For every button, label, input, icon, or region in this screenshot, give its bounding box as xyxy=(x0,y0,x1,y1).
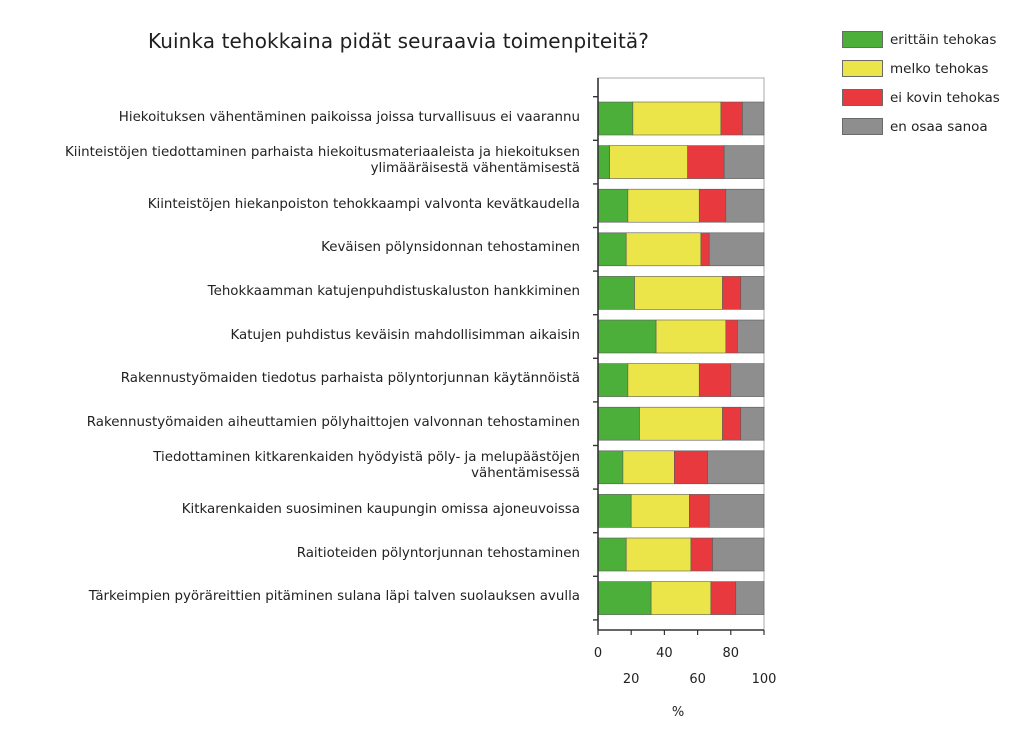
category-label: Hiekoituksen vähentäminen paikoissa jois… xyxy=(118,109,580,125)
bar-segment-1-4 xyxy=(742,101,765,136)
bar-segment-6-3 xyxy=(725,319,738,354)
bar-segment-4-3 xyxy=(700,232,710,267)
bar-segment-2-3 xyxy=(687,145,725,179)
bar-segment-9-3 xyxy=(674,450,708,485)
bar-segment-8-4 xyxy=(740,406,765,441)
bar-segment-3-2 xyxy=(627,188,700,223)
bar-segment-3-4 xyxy=(725,188,765,223)
legend-label: en osaa sanoa xyxy=(890,119,988,135)
bar-segment-10-1 xyxy=(597,494,632,528)
bar-segment-11-3 xyxy=(690,537,713,572)
category-label: Rakennustyömaiden aiheuttamien pölyhaitt… xyxy=(86,414,580,430)
bar-segment-7-2 xyxy=(627,363,700,397)
bar-segment-5-2 xyxy=(634,276,723,310)
chart-title: Kuinka tehokkaina pidät seuraavia toimen… xyxy=(148,29,649,53)
category-label: Tiedottaminen kitkarenkaiden hyödyistä p… xyxy=(153,450,580,482)
bar-segment-1-1 xyxy=(597,101,634,136)
x-tick-label: 40 xyxy=(656,646,673,661)
x-tick-label: 100 xyxy=(751,672,777,687)
bar-segment-7-3 xyxy=(698,363,732,397)
bar-segment-9-2 xyxy=(622,450,675,485)
bar-segment-9-4 xyxy=(707,450,765,485)
bar-segment-10-2 xyxy=(630,494,690,528)
bar-segment-5-1 xyxy=(597,276,635,310)
x-tick-label: 0 xyxy=(593,646,603,661)
category-label: Tehokkaamman katujenpuhdistuskaluston ha… xyxy=(207,283,580,299)
legend-swatch xyxy=(842,89,883,106)
bar-segment-5-3 xyxy=(722,276,742,310)
legend-label: ei kovin tehokas xyxy=(890,90,1000,106)
bar-segment-10-4 xyxy=(708,494,765,528)
legend-label: erittäin tehokas xyxy=(890,32,997,48)
x-tick-label: 80 xyxy=(722,646,740,661)
bar-segment-4-1 xyxy=(597,232,627,267)
bar-segment-6-4 xyxy=(737,319,765,354)
bar-segment-4-4 xyxy=(708,232,765,267)
legend-swatch xyxy=(842,31,883,48)
bar-segment-2-1 xyxy=(597,145,610,179)
bar-segment-2-4 xyxy=(723,145,765,179)
bar-segment-12-3 xyxy=(710,581,737,615)
bar-segment-1-3 xyxy=(720,101,743,136)
bar-segment-3-1 xyxy=(597,188,629,223)
bar-segment-8-1 xyxy=(597,406,640,441)
bar-segment-12-1 xyxy=(597,581,652,615)
legend-swatch xyxy=(842,60,883,77)
category-label: Kiinteistöjen tiedottaminen parhaista hi… xyxy=(64,145,580,177)
category-label: Raitioteiden pölyntorjunnan tehostaminen xyxy=(296,545,580,561)
bar-segment-8-3 xyxy=(722,406,742,441)
category-label: Tärkeimpien pyöräreittien pitäminen sula… xyxy=(88,589,580,605)
category-label: Katujen puhdistus keväisin mahdollisimma… xyxy=(230,327,580,343)
bar-segment-2-2 xyxy=(609,145,688,179)
legend-label: melko tehokas xyxy=(890,61,989,77)
bar-segment-1-2 xyxy=(632,101,722,136)
category-label: Kitkarenkaiden suosiminen kaupungin omis… xyxy=(181,501,580,517)
bar-segment-6-1 xyxy=(597,319,657,354)
x-tick-label: 60 xyxy=(689,672,706,687)
bar-segment-11-4 xyxy=(712,537,765,572)
x-axis-label: % xyxy=(671,705,685,720)
bar-segment-7-1 xyxy=(597,363,629,397)
category-label: Keväisen pölynsidonnan tehostaminen xyxy=(321,240,580,256)
bar-segment-5-4 xyxy=(740,276,765,310)
bar-segment-11-1 xyxy=(597,537,627,572)
x-tick-label: 20 xyxy=(622,672,640,687)
bar-segment-11-2 xyxy=(625,537,692,572)
category-label: Kiinteistöjen hiekanpoiston tehokkaampi … xyxy=(147,196,580,212)
bar-segment-10-3 xyxy=(688,494,710,528)
legend-swatch xyxy=(842,118,883,135)
bar-segment-12-4 xyxy=(735,581,765,615)
category-label: Rakennustyömaiden tiedotus parhaista pöl… xyxy=(120,371,580,387)
bar-segment-4-2 xyxy=(625,232,702,267)
bar-segment-6-2 xyxy=(655,319,727,354)
bar-segment-3-3 xyxy=(698,188,727,223)
bar-segment-9-1 xyxy=(597,450,624,485)
bar-segment-12-2 xyxy=(650,581,712,615)
bar-segment-8-2 xyxy=(639,406,723,441)
bar-segment-7-4 xyxy=(730,363,765,397)
